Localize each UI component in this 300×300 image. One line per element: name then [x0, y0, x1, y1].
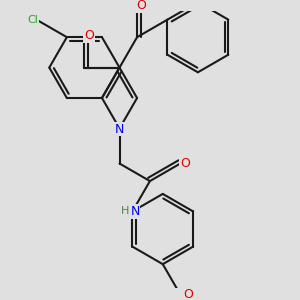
- Text: N: N: [115, 123, 124, 136]
- Text: O: O: [183, 288, 193, 300]
- Text: H: H: [121, 206, 129, 217]
- Text: O: O: [137, 0, 147, 12]
- Text: O: O: [180, 157, 190, 170]
- Text: Cl: Cl: [27, 15, 38, 25]
- Text: N: N: [130, 205, 140, 218]
- Text: O: O: [84, 29, 94, 43]
